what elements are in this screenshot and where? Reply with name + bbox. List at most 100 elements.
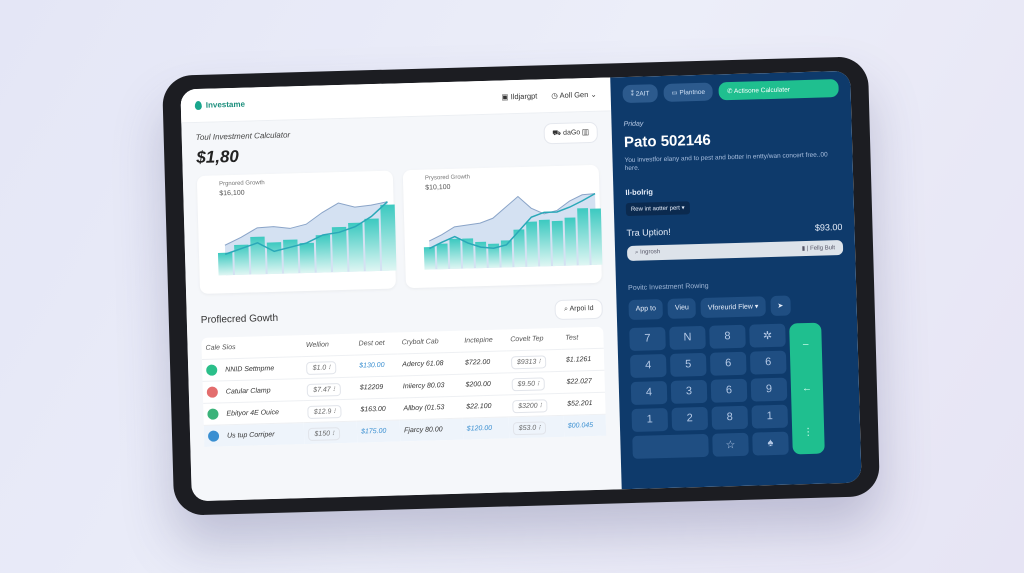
bar [462,238,474,269]
summary-button[interactable]: ⛟ daGo ▥ [543,121,599,145]
user-menu-label: Aoll Gen [559,90,589,100]
column-header[interactable]: Crybolt Cab [401,338,439,347]
bar [526,221,539,267]
bar [449,238,462,269]
panel-section-title: Il-bolrig [625,187,654,197]
chart-2-value: $10,100 [425,183,451,192]
bar [475,241,487,269]
bar [250,236,266,275]
column-header[interactable]: Test [565,334,579,342]
growth-chart-1 [217,201,397,276]
cell: $12209 [355,375,400,400]
panel-input[interactable]: ⌕ Ingrosh ▮ | Fellg Bult [626,239,844,261]
keypad-key[interactable] [632,433,709,459]
bar [538,219,552,267]
action-key[interactable]: ⋮ [803,426,814,438]
logo-text: Investame [205,99,246,110]
screen: Investame ▣ Ildjargpt ◷ Aoll Gen ⌄ Toul … [180,70,862,502]
column-header[interactable]: Dest oet [358,339,385,348]
btn-plantnoe[interactable]: ▭ Plantnoe [663,82,714,102]
btn-2ait[interactable]: ⁑ 2AIT [622,84,658,104]
cell: $200.00 [461,372,508,397]
keypad-key[interactable]: 2 [671,406,709,431]
keypad-key[interactable]: 3 [670,379,708,404]
cell[interactable]: $53.0 ⁝ [508,415,565,439]
keypad-key[interactable]: ♠ [752,431,789,456]
bar [234,244,250,275]
keypad-key[interactable]: ✲ [749,323,786,348]
growth-chart-2 [423,192,603,270]
cell: $52.201 [562,392,606,416]
cell[interactable]: $9.50 ⁝ [507,371,563,395]
chart-2-label: Prysored Growth [424,174,471,182]
cell[interactable]: $3200 ⁝ [507,393,564,417]
user-menu[interactable]: ◷ Aoll Gen ⌄ [551,89,597,101]
keypad-key[interactable]: 8 [709,324,746,349]
keypad-key[interactable]: 6 [710,378,748,403]
avatar [207,430,220,442]
action-key[interactable]: – [802,339,809,351]
chart-card-1: Prgnored Growth $16,100 [196,170,397,294]
keypad-key[interactable]: 5 [669,352,707,377]
bar [564,217,577,266]
keypad-key[interactable]: 6 [749,350,787,375]
bar [590,208,603,266]
avatar [207,408,219,420]
keypad-key[interactable]: 9 [750,377,788,402]
bar [436,243,449,270]
table-action-label: Arpoi Id [569,304,594,313]
panel-tab[interactable]: Vieu [667,298,697,319]
column-header[interactable]: Covelt Tep [510,335,544,344]
keypad-action-column[interactable]: – ← ⋮ [789,322,825,455]
bar [348,222,364,272]
input-placeholder: Ingrosh [640,248,661,256]
summary-title: Toul Investment Calculator [195,130,291,143]
calculator-button-label: Actisone Calculater [733,86,791,95]
logo[interactable]: Investame [194,99,246,111]
cell: $163.00 [356,397,400,422]
column-header[interactable]: Wellion [305,341,329,350]
leaf-icon [194,100,202,111]
panel-dropdown[interactable]: Rew int aotter pert ▾ [625,201,690,216]
cell[interactable]: $1.0 ⁝ [302,355,356,379]
tablet-device: Investame ▣ Ildjargpt ◷ Aoll Gen ⌄ Toul … [161,56,881,516]
panel-headline: Pato 502146 [623,131,711,152]
cell[interactable]: $150 ⁝ [304,421,358,445]
panel-tab[interactable]: ➤ [770,295,791,316]
keypad-key[interactable]: 8 [711,405,749,430]
cell[interactable]: $7.47 ⁝ [302,377,357,401]
table-action-button[interactable]: ⌕ Arpoi Id [554,298,603,321]
keypad-key[interactable]: 4 [629,353,667,378]
summary-value: $1,80 [196,146,240,168]
avatar [206,386,218,398]
panel-tab[interactable]: Vforeurid Flew ▾ [700,296,766,318]
nav-item-1[interactable]: ▣ Ildjargpt [501,91,538,102]
input-right-label: Fellg Bult [809,245,836,252]
btn-plantnoe-label: Plantnoe [679,88,706,97]
bar [488,243,500,268]
keypad-key[interactable]: 1 [631,407,669,432]
series-line [429,192,596,250]
column-header[interactable]: Inctepine [464,336,493,345]
cell: $722.00 [460,350,508,375]
cell[interactable]: $9313 ⁝ [506,349,563,373]
column-header[interactable]: Cale Sios [205,343,236,352]
action-key[interactable]: ← [801,382,813,395]
keypad-key[interactable]: 4 [630,380,668,405]
cell[interactable]: $12.9 ⁝ [303,399,357,423]
bar [551,220,564,267]
panel-tab[interactable]: App to [628,298,664,320]
nav-item-1-label: Ildjargpt [510,91,538,102]
cell: $120.00 [462,416,510,440]
keypad-key[interactable]: ☆ [712,432,749,457]
bar [513,229,526,268]
keypad-key[interactable]: N [669,325,706,350]
growth-table: Cale Sios Wellion Dest oet Crybolt Cab Incte… [201,326,607,447]
cell: $130.00 [354,353,399,378]
keypad-key[interactable]: 6 [709,351,747,376]
table-title: Proflecred Gowth [200,312,279,326]
calculator-button[interactable]: ✆ Actisone Calculater [718,79,839,101]
chart-card-2: Prysored Growth $10,100 [402,164,603,289]
keypad-key[interactable]: 7 [629,326,666,351]
keypad-key[interactable]: 1 [751,404,789,429]
